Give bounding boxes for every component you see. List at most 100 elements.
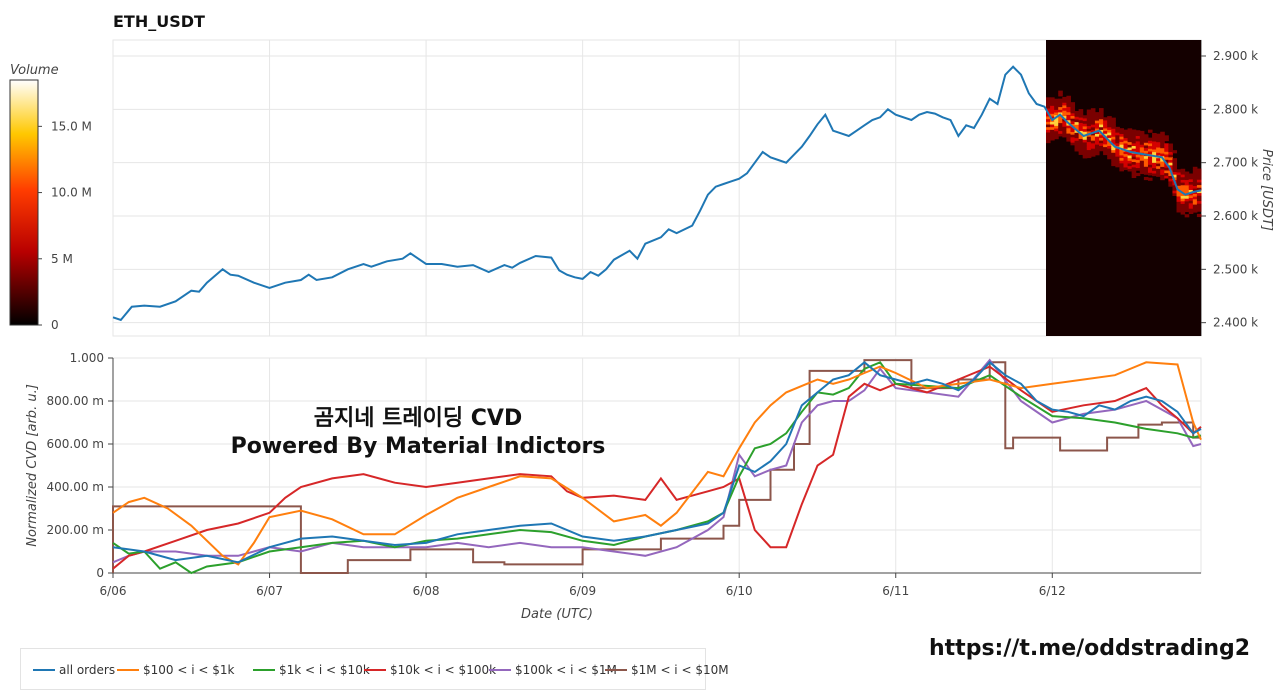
heatmap-cell	[1103, 127, 1108, 132]
telegram-link[interactable]: https://t.me/oddstrading2	[929, 636, 1251, 661]
heatmap-cell	[1054, 112, 1059, 116]
heatmap-cell	[1184, 208, 1190, 213]
heatmap-cell	[1086, 128, 1092, 132]
heatmap-cell	[1050, 129, 1055, 133]
legend-swatch	[33, 668, 55, 671]
heatmap-cell	[1111, 157, 1116, 161]
legend-item-100k-i-1m[interactable]: $100k < i < $1M	[489, 663, 617, 677]
heatmap-cell	[1082, 144, 1088, 148]
heatmap-cell	[1152, 167, 1157, 171]
heatmap-cell	[1119, 144, 1124, 148]
heatmap-cell	[1115, 142, 1120, 146]
heatmap-cell	[1099, 145, 1104, 149]
heatmap-cell	[1119, 133, 1124, 137]
colorbar-title: Volume	[10, 63, 59, 78]
heatmap-cell	[1062, 104, 1067, 109]
heatmap-cell	[1046, 124, 1051, 128]
heatmap-cell	[1168, 154, 1173, 158]
heatmap-cell	[1147, 140, 1153, 144]
heatmap-cell	[1188, 202, 1194, 207]
heatmap-cell	[1135, 154, 1141, 158]
heatmap-cell	[1074, 140, 1080, 144]
heatmap-cell	[1066, 101, 1071, 105]
heatmap-cell	[1115, 153, 1120, 157]
legend-item-1m-i-10m[interactable]: $1M < i < $10M	[605, 663, 729, 677]
price-panel: 2.400 k 2.500 k 2.600 k 2.700 k 2.800 k 2.900…	[112, 39, 1274, 337]
heatmap-cell	[1143, 142, 1149, 146]
heatmap-cell	[1058, 103, 1063, 108]
heatmap-cell	[1143, 144, 1149, 149]
heatmap-cell	[1090, 142, 1096, 147]
heatmap-cell	[1143, 134, 1149, 138]
heatmap-cell	[1196, 205, 1202, 210]
heatmap-cell	[1111, 136, 1116, 140]
heatmap-cell	[1103, 149, 1108, 153]
heatmap-cell	[1062, 99, 1067, 103]
heatmap-cell	[1172, 168, 1178, 173]
heatmap-cell	[1164, 151, 1169, 155]
heatmap-cell	[1107, 156, 1112, 160]
heatmap-cell	[1119, 162, 1124, 167]
heatmap-cell	[1090, 126, 1096, 131]
heatmap-cell	[1082, 141, 1088, 146]
heatmap-cell	[1050, 134, 1055, 138]
heatmap-cell	[1078, 125, 1084, 129]
heatmap-cell	[1107, 150, 1112, 154]
heatmap-cell	[1180, 182, 1186, 186]
cvd-tick-label: 0	[96, 566, 104, 580]
heatmap-cell	[1054, 104, 1059, 108]
heatmap-cell	[1099, 124, 1104, 128]
heatmap-cell	[1127, 162, 1133, 167]
heatmap-cell	[1066, 103, 1071, 107]
heatmap-cell	[1143, 171, 1149, 175]
heatmap-cell	[1156, 171, 1161, 175]
heatmap-cell	[1164, 172, 1169, 176]
heatmap-cell	[1074, 110, 1080, 115]
heatmap-cell	[1094, 141, 1100, 145]
heatmap-cell	[1103, 143, 1108, 148]
heatmap-cell	[1090, 118, 1096, 123]
heatmap-cell	[1131, 137, 1137, 141]
heatmap-cell	[1099, 129, 1104, 133]
heatmap-cell	[1196, 187, 1202, 191]
legend-item-1k-i-10k[interactable]: $1k < i < $10k	[253, 663, 370, 677]
heatmap-cell	[1078, 117, 1084, 121]
heatmap-cell	[1066, 117, 1071, 121]
cvd-tick-label: 600.00 m	[47, 437, 105, 451]
heatmap-cell	[1086, 144, 1092, 148]
heatmap-cell	[1078, 130, 1084, 134]
heatmap-cell	[1180, 174, 1186, 178]
heatmap-cell	[1180, 200, 1186, 204]
heatmap-cell	[1111, 128, 1116, 132]
heatmap-cell	[1188, 194, 1194, 199]
legend-item-100-i-1k[interactable]: $100 < i < $1k	[117, 663, 234, 677]
heatmap-cell	[1188, 205, 1194, 209]
heatmap-cell	[1143, 168, 1149, 173]
heatmap-cell	[1192, 206, 1198, 210]
heatmap-cell	[1070, 136, 1076, 140]
heatmap-cell	[1156, 149, 1161, 153]
heatmap-cell	[1152, 172, 1157, 177]
heatmap-cell	[1070, 115, 1076, 119]
heatmap-cell	[1082, 123, 1088, 127]
heatmap-cell	[1103, 138, 1108, 142]
heatmap-cell	[1099, 140, 1104, 144]
heatmap-cell	[1099, 118, 1104, 122]
heatmap-cell	[1164, 148, 1169, 152]
heatmap-cell	[1180, 206, 1186, 210]
heatmap-cell	[1111, 125, 1116, 129]
heatmap-cell	[1184, 171, 1190, 175]
legend-item-10k-i-100k[interactable]: $10k < i < $100k	[364, 663, 496, 677]
heatmap-cell	[1135, 132, 1141, 137]
heatmap-cell	[1119, 157, 1124, 161]
heatmap-cell	[1119, 149, 1124, 153]
heatmap-cell	[1090, 150, 1096, 155]
heatmap-cell	[1066, 125, 1071, 129]
heatmap-cell	[1164, 164, 1169, 168]
legend-item-all-orders[interactable]: all orders	[33, 663, 115, 677]
heatmap-cell	[1123, 140, 1129, 144]
heatmap-cell	[1147, 142, 1153, 147]
heatmap-cell	[1143, 163, 1149, 167]
heatmap-cell	[1196, 195, 1202, 199]
heatmap-cell	[1070, 102, 1076, 106]
